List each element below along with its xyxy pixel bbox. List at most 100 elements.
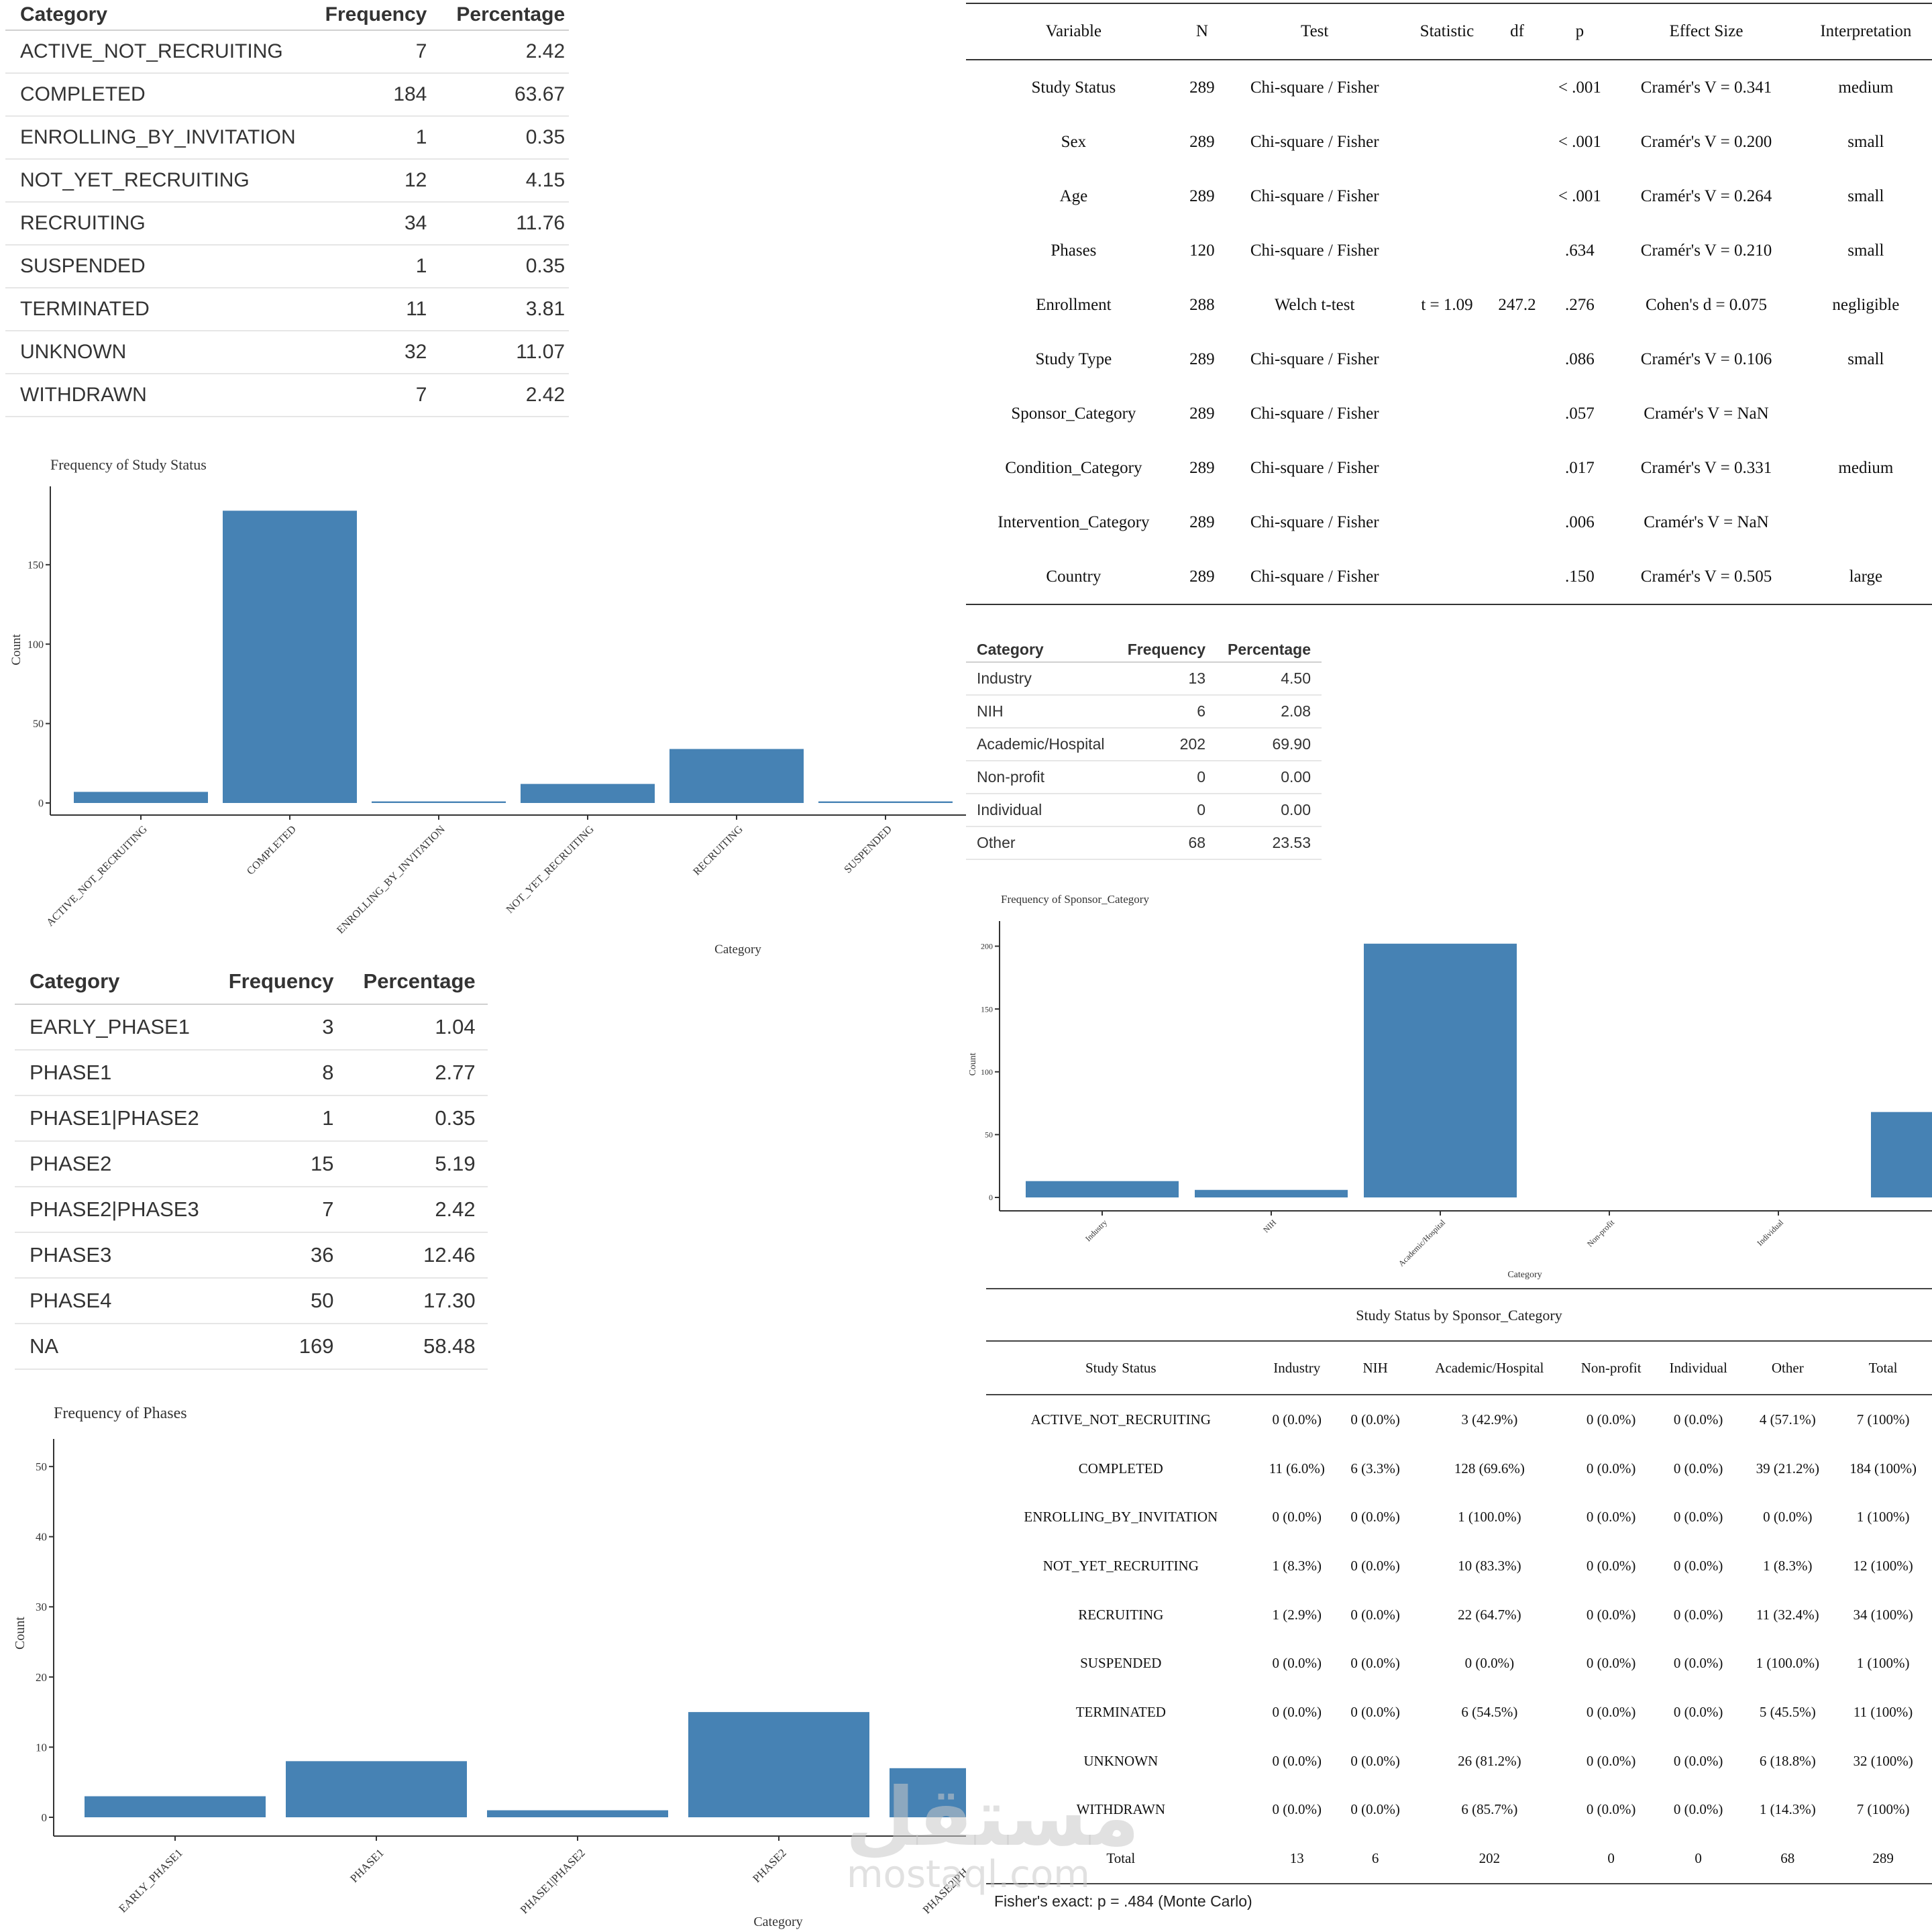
table-cell: Enrollment <box>1036 295 1112 314</box>
crosstab-top-rule <box>986 1288 1932 1289</box>
table-cell: Cramér's V = 0.210 <box>1640 241 1772 260</box>
table-cell <box>1488 549 1547 604</box>
table-cell: 22 (64.7%) <box>1458 1606 1521 1623</box>
table-cell: 0 (0.0%) <box>1272 1801 1322 1818</box>
table-cell: 2.42 <box>441 30 569 74</box>
table-cell: 1 (100.0%) <box>1756 1655 1820 1672</box>
column-header: Study Status <box>986 1342 1256 1395</box>
column-header: Interpretation <box>1799 3 1932 60</box>
table-row: Sponsor_Category 289 Chi-square / Fisher .0… <box>966 386 1932 441</box>
sponsor-chart: Frequency of Sponsor_Category 0 50 100 150 20… <box>968 893 1932 1280</box>
table-cell: 2.42 <box>441 374 569 417</box>
table-cell: 6 <box>1116 695 1217 729</box>
y-tick-label: 10 <box>36 1741 47 1754</box>
table-cell: COMPLETED <box>5 73 311 117</box>
table-cell <box>1488 60 1547 115</box>
y-tick-label: 50 <box>985 1130 993 1140</box>
table-cell: large <box>1849 567 1883 586</box>
table-cell: UNKNOWN <box>1083 1752 1159 1769</box>
table-cell: .150 <box>1565 567 1595 586</box>
table-cell: Condition_Category <box>1005 458 1142 477</box>
y-tick-label: 0 <box>989 1193 993 1202</box>
table-row: RECRUITING 34 11.76 <box>5 202 569 246</box>
x-tick-label: ACTIVE_NOT_RECRUITING <box>44 823 150 928</box>
table-cell <box>1406 169 1487 223</box>
table-cell <box>1406 223 1487 278</box>
table-cell <box>1488 223 1547 278</box>
table-cell: SUSPENDED <box>5 245 311 288</box>
phases-frequency-panel: Category Frequency Percentage EARLY_PHASE1… <box>15 959 488 1382</box>
bar <box>487 1810 668 1817</box>
table-cell: .017 <box>1565 458 1595 477</box>
table-cell: Chi-square / Fisher <box>1250 132 1379 151</box>
column-header: Frequency <box>213 959 349 1005</box>
table-cell: 289 <box>1189 350 1215 368</box>
bar <box>1364 943 1517 1197</box>
column-header: Percentage <box>348 959 488 1005</box>
table-row: ACTIVE_NOT_RECRUITING 7 2.42 <box>5 30 569 74</box>
table-cell: 0 (0.0%) <box>1464 1655 1515 1672</box>
table-cell: 26 (81.2%) <box>1458 1752 1521 1769</box>
table-cell: NOT_YET_RECRUITING <box>5 159 311 203</box>
table-row: SUSPENDED 1 0.35 <box>5 245 569 288</box>
table-row: UNKNOWN 32 11.07 <box>5 331 569 374</box>
table-cell: .057 <box>1565 404 1595 423</box>
x-tick-label: RECRUITING <box>691 823 745 877</box>
table-cell <box>1800 495 1932 549</box>
table-cell: Cramér's V = 0.106 <box>1640 350 1772 368</box>
table-row: Intervention_Category 289 Chi-square / Fis… <box>966 495 1932 549</box>
study-status-chart-panel: Frequency of Study Status 0 50 100 150 Count A… <box>0 446 966 966</box>
table-cell: Chi-square / Fisher <box>1250 350 1379 368</box>
table-cell: .006 <box>1565 513 1595 531</box>
table-cell: PHASE3 <box>15 1232 214 1279</box>
table-cell: 5 (45.5%) <box>1759 1703 1816 1720</box>
table-cell: 0.35 <box>441 245 569 288</box>
table-cell: 0 (0.0%) <box>1586 1606 1636 1623</box>
table-cell: TERMINATED <box>1075 1703 1166 1720</box>
y-tick-label: 30 <box>36 1601 47 1613</box>
table-cell: 0 (0.0%) <box>1350 1655 1400 1672</box>
table-cell: 247.2 <box>1498 295 1536 314</box>
table-row: RECRUITING 1 (2.9%) 0 (0.0%) 22 (64.7%) 0 (0… <box>986 1591 1932 1640</box>
table-cell: 184 (100%) <box>1849 1460 1917 1477</box>
table-row: COMPLETED 184 63.67 <box>5 73 569 117</box>
chart-title: Frequency of Phases <box>54 1405 187 1422</box>
table-cell: 1 <box>213 1095 349 1142</box>
table-cell: Study Type <box>1035 350 1112 368</box>
table-cell: 0 <box>1116 794 1217 827</box>
crosstab-panel: Study Status by Sponsor_Category Study S… <box>986 1288 1932 1919</box>
table-cell: 36 <box>213 1232 349 1279</box>
table-row: Enrollment 288 Welch t-test t = 1.09 247.2 .2… <box>966 278 1932 332</box>
table-cell: Cramér's V = NaN <box>1644 404 1769 423</box>
table-cell: 289 <box>1189 404 1215 423</box>
bar <box>688 1712 869 1817</box>
table-cell: Chi-square / Fisher <box>1250 186 1379 205</box>
table-cell: small <box>1847 132 1884 151</box>
phases-chart: Frequency of Phases 0 10 20 30 40 50 Count EARLY… <box>13 1405 966 1929</box>
table-row: Condition_Category 289 Chi-square / Fisher… <box>966 441 1932 495</box>
table-cell: 1 (100.0%) <box>1458 1509 1521 1525</box>
table-cell: PHASE4 <box>15 1278 214 1324</box>
table-row: Phases 120 Chi-square / Fisher .634 Cramér's… <box>966 223 1932 278</box>
table-row: Sex 289 Chi-square / Fisher < .001 Cramér's … <box>966 115 1932 169</box>
x-tick-label: PHASE2|PHASE3 <box>920 1846 966 1916</box>
table-cell: 0.00 <box>1216 794 1322 827</box>
table-cell: 58.48 <box>348 1324 488 1370</box>
table-cell: Academic/Hospital <box>966 728 1116 761</box>
table-cell: 3 <box>213 1004 349 1051</box>
table-header-row: Study Status Industry NIH Academic/Hospital… <box>986 1342 1932 1395</box>
table-cell: 120 <box>1189 241 1215 260</box>
x-tick-label: ENROLLING_BY_INVITATION <box>335 823 447 936</box>
table-cell: 1 (100%) <box>1856 1509 1910 1525</box>
table-cell: NOT_YET_RECRUITING <box>1042 1557 1199 1574</box>
table-row: ENROLLING_BY_INVITATION 0 (0.0%) 0 (0.0%) 1… <box>986 1493 1932 1542</box>
bar <box>521 784 655 803</box>
phases-chart-panel: Frequency of Phases 0 10 20 30 40 50 Count EARLY… <box>0 1395 966 1932</box>
table-cell <box>1406 332 1487 386</box>
table-cell: 68 <box>1741 1834 1835 1884</box>
table-cell: SUSPENDED <box>1080 1655 1162 1672</box>
table-cell: small <box>1847 186 1884 205</box>
table-cell: 17.30 <box>348 1278 488 1324</box>
table-cell: 39 (21.2%) <box>1756 1460 1820 1477</box>
table-cell: 0 (0.0%) <box>1673 1411 1723 1428</box>
